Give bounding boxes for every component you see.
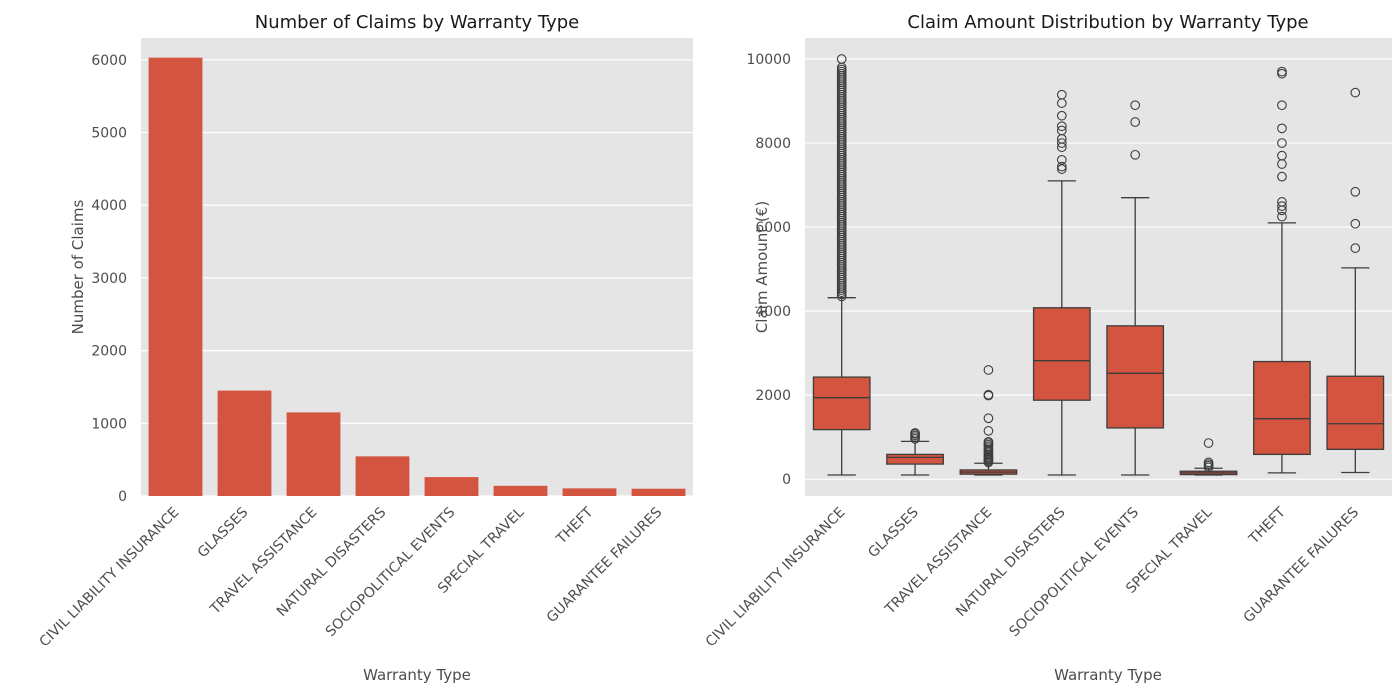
box-chart-x-axis-label: Warranty Type	[1054, 666, 1162, 684]
box-natural-disasters	[1032, 307, 1091, 401]
outlier-theft-4	[1277, 171, 1287, 182]
outlier-natural-disasters-10	[1056, 89, 1067, 100]
outlier-theft-11	[1277, 66, 1287, 77]
outlier-natural-disasters-1	[1056, 161, 1067, 172]
outlier-theft-6	[1277, 150, 1287, 161]
outlier-special-travel-3	[1203, 457, 1214, 468]
outlier-guarantee-failures-1	[1350, 218, 1361, 229]
y-tick-label-3000: 3000	[91, 271, 127, 287]
outlier-travel-assistance-16	[983, 413, 994, 424]
outlier-glasses-4	[910, 428, 920, 438]
outlier-sociopolitical-events-2	[1130, 100, 1141, 111]
y-tick-label-4000: 4000	[755, 304, 791, 320]
outlier-natural-disasters-0	[1056, 164, 1067, 174]
y-tick-label-10000: 10000	[746, 52, 791, 68]
box-theft	[1253, 360, 1311, 456]
outlier-sociopolitical-events-1	[1130, 117, 1141, 127]
bar-chart-bars	[148, 57, 686, 496]
outlier-theft-9	[1277, 100, 1287, 111]
y-tick-label-8000: 8000	[755, 136, 791, 152]
box-chart-y-axis-label: Claim Amount (€)	[753, 201, 771, 333]
x-tick-label-civil-liability-insurance: CIVIL LIABILITY INSURANCE	[703, 505, 849, 651]
box-chart-title: Claim Amount Distribution by Warranty Ty…	[907, 12, 1308, 33]
outlier-natural-disasters-4	[1056, 138, 1067, 148]
bar-natural-disasters	[355, 456, 410, 496]
outlier-theft-7	[1277, 138, 1287, 148]
y-tick-label-0: 0	[118, 489, 127, 505]
y-tick-label-0: 0	[782, 472, 791, 488]
x-tick-label-glasses: GLASSES	[865, 504, 922, 561]
outlier-travel-assistance-14	[983, 436, 994, 447]
y-tick-label-6000: 6000	[91, 53, 127, 69]
outlier-guarantee-failures-3	[1350, 87, 1361, 98]
outlier-sociopolitical-events-0	[1130, 149, 1141, 160]
outlier-theft-0	[1277, 211, 1287, 222]
bar-travel-assistance	[286, 412, 341, 496]
bar-chart-x-axis-label: Warranty Type	[363, 666, 471, 684]
x-tick-label-glasses: GLASSES	[195, 504, 252, 561]
outlier-theft-8	[1277, 123, 1287, 134]
bar-chart-title: Number of Claims by Warranty Type	[255, 12, 580, 33]
outlier-natural-disasters-8	[1056, 110, 1067, 121]
x-tick-label-civil-liability-insurance: CIVIL LIABILITY INSURANCE	[37, 505, 183, 651]
y-tick-label-4000: 4000	[91, 198, 127, 214]
outlier-theft-2	[1277, 201, 1287, 211]
outlier-natural-disasters-7	[1056, 121, 1067, 132]
box-chart: 0 2000 4000 6000 8000 10000 CIVIL LIABILITY I…	[703, 12, 1392, 684]
bar-civil-liability-insurance	[148, 57, 203, 496]
bar-special-travel	[493, 485, 548, 496]
y-tick-label-2000: 2000	[755, 388, 791, 404]
box-chart-boxes	[812, 54, 1385, 476]
y-tick-label-5000: 5000	[91, 126, 127, 142]
box-civil-liability-insurance	[812, 376, 871, 431]
outlier-travel-assistance-15	[983, 426, 994, 436]
box-glasses	[886, 453, 944, 465]
outlier-travel-assistance-18	[983, 389, 994, 400]
outlier-guarantee-failures-2	[1350, 186, 1361, 197]
x-tick-label-sociopolitical-events: SOCIOPOLITICAL EVENTS	[323, 504, 459, 640]
outlier-special-travel-4	[1203, 438, 1214, 448]
outlier-natural-disasters-6	[1056, 125, 1067, 136]
box-sociopolitical-events	[1106, 325, 1165, 429]
outlier-guarantee-failures-0	[1350, 243, 1361, 253]
y-tick-label-1000: 1000	[91, 416, 127, 432]
x-tick-label-guarantee-failures: GUARANTEE FAILURES	[544, 504, 666, 626]
x-tick-label-theft: THEFT	[1245, 504, 1289, 548]
bar-glasses	[217, 390, 272, 496]
bar-chart-y-ticks: 0 1000 2000 3000 4000 5000 6000	[91, 53, 127, 505]
bar-guarantee-failures	[631, 488, 686, 496]
bar-theft	[562, 488, 617, 496]
outlier-civil-liability-insurance-110	[836, 54, 847, 64]
box-chart-y-ticks: 0 2000 4000 6000 8000 10000	[746, 52, 791, 488]
x-tick-label-sociopolitical-events: SOCIOPOLITICAL EVENTS	[1006, 504, 1142, 640]
bar-chart: 0 1000 2000 3000 4000 5000 6000 CIVIL LIABILIT…	[37, 12, 693, 684]
outlier-natural-disasters-2	[1056, 155, 1067, 165]
y-tick-label-6000: 6000	[755, 220, 791, 236]
outlier-travel-assistance-19	[983, 365, 994, 375]
bar-chart-y-axis-label: Number of Claims	[69, 199, 87, 334]
x-tick-label-theft: THEFT	[553, 504, 597, 548]
bar-sociopolitical-events	[424, 477, 479, 496]
y-tick-label-2000: 2000	[91, 344, 127, 360]
box-chart-gridlines	[805, 58, 1392, 480]
outlier-theft-3	[1277, 197, 1287, 207]
box-guarantee-failures	[1326, 375, 1385, 451]
